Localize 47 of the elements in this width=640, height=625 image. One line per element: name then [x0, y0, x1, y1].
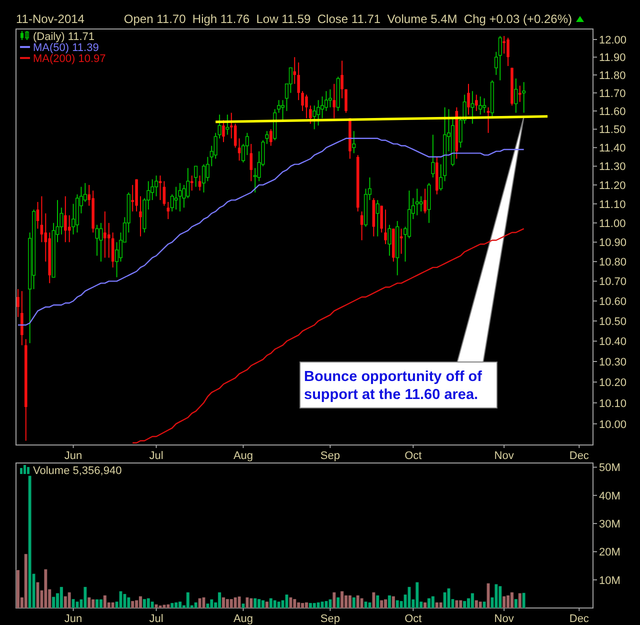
- y-tick-label: 11.60: [599, 106, 626, 118]
- legend-label: MA(200) 10.97: [33, 53, 106, 65]
- y-tick-label: 20M: [599, 546, 620, 559]
- y-tick-label: 12.00: [599, 34, 627, 47]
- x-tick-label: Nov: [494, 613, 514, 625]
- y-tick-label: 11.50: [599, 124, 626, 136]
- x-tick-label: Aug: [233, 613, 254, 625]
- y-tick-label: 10.40: [599, 336, 627, 348]
- y-tick-label: 10.70: [599, 276, 627, 288]
- x-tick-label: Jul: [149, 613, 164, 625]
- x-tick-label: Sep: [320, 613, 340, 625]
- x-tick-label: Nov: [494, 450, 514, 462]
- chart-subtitle: Open 11.70 High 11.76 Low 11.59 Close 11.71 Volume 5.4M Chg +0.03 (+0.26%): [124, 12, 572, 26]
- x-tick-label: Dec: [569, 450, 590, 462]
- y-tick-label: 10.80: [599, 256, 627, 269]
- y-tick-label: 30M: [599, 518, 620, 531]
- x-tick-label: Jun: [64, 613, 82, 625]
- y-tick-label: 11.80: [599, 70, 626, 82]
- x-tick-label: Dec: [569, 613, 590, 625]
- x-tick-label: Aug: [233, 450, 254, 462]
- y-tick-label: 10.10: [599, 398, 627, 410]
- y-tick-label: 10.00: [599, 418, 627, 431]
- y-tick-label: 11.20: [599, 180, 626, 192]
- legend-label: (Daily) 11.71: [33, 31, 95, 43]
- x-tick-label: Sep: [320, 450, 340, 462]
- y-tick-label: 10.90: [599, 237, 627, 250]
- y-tick-label: 11.10: [599, 198, 626, 211]
- y-tick-label: 11.90: [599, 52, 626, 64]
- y-tick-label: 40M: [599, 490, 620, 502]
- y-tick-label: 11.00: [599, 218, 626, 230]
- x-tick-label: Oct: [404, 450, 422, 462]
- y-tick-label: 10.20: [599, 377, 627, 390]
- y-tick-label: 11.30: [599, 161, 626, 174]
- y-tick-label: 11.40: [599, 142, 626, 155]
- y-tick-label: 50M: [599, 462, 620, 474]
- x-tick-label: Oct: [404, 613, 422, 625]
- y-tick-label: 10.50: [599, 316, 627, 328]
- x-tick-label: Jun: [64, 450, 82, 462]
- legend-label: MA(50) 11.39: [33, 42, 99, 54]
- chart-title: 11-Nov-2014: [16, 12, 85, 26]
- y-tick-label: 10.30: [599, 356, 627, 369]
- annotation: Bounce opportunity off of support at the 11.60 area.: [304, 369, 482, 403]
- y-tick-label: 11.70: [599, 88, 626, 100]
- y-tick-label: 10.60: [599, 296, 627, 308]
- x-tick-label: Jul: [149, 450, 164, 462]
- y-tick-label: 10M: [599, 574, 620, 587]
- legend-label: Volume 5,356,940: [33, 465, 122, 477]
